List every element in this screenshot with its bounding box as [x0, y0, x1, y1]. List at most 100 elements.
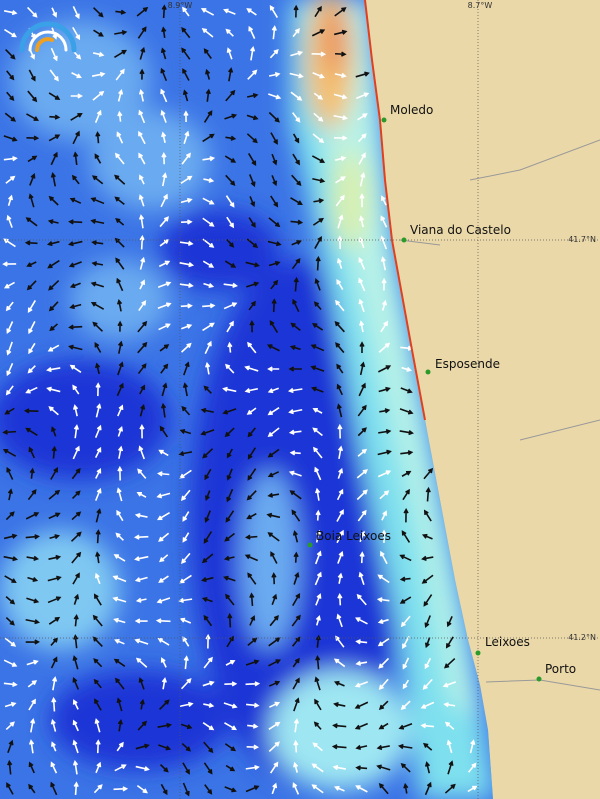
current-arrow — [139, 46, 146, 60]
current-arrow — [51, 445, 57, 459]
current-arrow — [355, 92, 370, 100]
current-arrow — [268, 659, 281, 667]
current-arrow — [336, 279, 344, 290]
current-arrow — [27, 155, 38, 163]
current-arrow — [358, 571, 365, 586]
current-arrow — [204, 468, 212, 481]
current-arrow — [222, 386, 237, 393]
current-arrow — [115, 68, 125, 81]
current-arrow — [202, 448, 214, 459]
current-arrow — [180, 175, 193, 185]
current-arrow — [117, 425, 123, 437]
current-arrow — [157, 638, 170, 646]
current-arrow — [358, 298, 365, 313]
current-arrow — [247, 341, 257, 354]
current-arrow — [91, 240, 104, 246]
current-arrow — [377, 470, 392, 478]
current-arrow — [424, 781, 432, 796]
current-arrow — [315, 654, 321, 670]
current-arrow — [68, 344, 83, 351]
current-arrow — [115, 532, 124, 541]
current-arrow — [26, 597, 40, 604]
current-arrow — [25, 534, 40, 540]
current-arrow — [249, 592, 255, 607]
current-arrow — [222, 408, 237, 415]
current-arrow — [202, 133, 215, 143]
current-arrow — [137, 26, 147, 39]
current-arrow — [71, 72, 82, 79]
current-arrow — [246, 8, 257, 16]
current-arrow — [24, 240, 38, 246]
current-arrow — [136, 785, 148, 794]
current-arrow — [178, 450, 193, 457]
current-arrow — [93, 593, 102, 606]
current-arrow — [51, 696, 57, 712]
current-arrow — [315, 255, 321, 271]
current-arrow — [28, 761, 35, 774]
current-arrow — [314, 571, 322, 586]
current-arrow — [311, 784, 324, 794]
current-arrow — [380, 215, 388, 228]
current-arrow — [115, 217, 125, 226]
current-arrow — [245, 764, 260, 771]
current-arrow — [380, 235, 388, 250]
current-arrow — [202, 260, 215, 268]
current-arrow — [356, 489, 368, 501]
current-arrow — [183, 361, 190, 376]
current-arrow — [138, 214, 145, 229]
current-arrow — [48, 195, 59, 206]
current-arrow — [246, 238, 259, 249]
current-arrow — [4, 407, 15, 415]
place-label: Moledo — [390, 103, 433, 117]
current-arrow — [139, 256, 146, 270]
current-arrow — [335, 156, 347, 162]
current-arrow — [224, 155, 237, 163]
current-arrow — [398, 723, 413, 730]
current-arrow — [48, 301, 59, 312]
current-arrow — [402, 679, 410, 690]
current-arrow — [27, 6, 38, 18]
current-arrow — [444, 783, 456, 794]
current-arrow — [3, 555, 18, 562]
current-arrow — [50, 172, 57, 187]
current-arrow — [334, 72, 347, 79]
current-arrow — [443, 658, 456, 669]
current-arrow — [333, 29, 348, 36]
current-arrow — [72, 655, 79, 670]
current-arrow — [358, 382, 366, 397]
current-arrows — [2, 4, 478, 797]
current-arrow — [292, 133, 300, 144]
current-arrow — [159, 554, 169, 563]
current-arrow — [161, 152, 167, 165]
current-arrow — [336, 509, 344, 522]
current-arrow — [50, 718, 57, 732]
current-arrow — [138, 109, 146, 124]
current-arrow — [356, 593, 367, 606]
current-arrow — [159, 239, 170, 247]
current-arrow — [93, 29, 104, 37]
current-arrow — [291, 174, 302, 187]
current-arrow — [292, 782, 300, 795]
current-arrow — [223, 702, 238, 709]
current-arrow — [116, 487, 123, 502]
current-arrow — [335, 299, 345, 312]
current-arrow — [355, 617, 368, 625]
current-arrow — [224, 427, 235, 438]
current-arrow — [270, 132, 278, 145]
current-arrow — [134, 555, 149, 562]
current-arrow — [289, 450, 301, 456]
current-arrow — [225, 195, 235, 208]
current-arrow — [378, 722, 389, 730]
current-arrow — [224, 681, 238, 687]
current-arrow — [72, 6, 80, 20]
current-arrow — [72, 404, 79, 417]
current-arrow — [378, 365, 392, 373]
current-arrow — [333, 785, 345, 792]
current-arrow — [267, 448, 280, 458]
current-arrow — [355, 765, 368, 771]
current-arrow — [27, 365, 36, 374]
current-arrow — [116, 741, 124, 752]
current-arrow — [381, 277, 387, 291]
current-arrow — [90, 281, 105, 288]
current-arrow — [180, 197, 193, 204]
